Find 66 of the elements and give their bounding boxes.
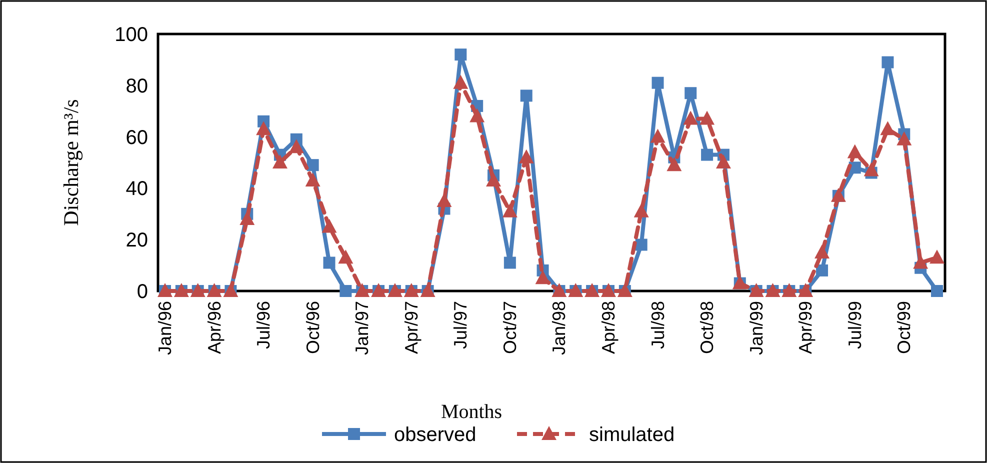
point (322, 218, 337, 233)
x-tick-label: Oct/98 (697, 301, 718, 354)
x-tick-label: Jul/96 (254, 301, 274, 350)
point (504, 256, 516, 269)
point (700, 110, 715, 125)
point (814, 244, 830, 258)
point (701, 148, 714, 161)
point (470, 108, 485, 122)
legend-label: observed (394, 424, 476, 446)
point (816, 264, 828, 276)
x-tick-label: Oct/97 (500, 301, 520, 354)
point (864, 162, 879, 176)
point (338, 250, 354, 264)
point (453, 74, 468, 89)
x-tick-label: Jul/97 (450, 301, 471, 350)
x-tick-label: Jan/99 (746, 301, 766, 356)
x-tick-label: Jan/98 (549, 301, 570, 356)
point (666, 157, 682, 172)
x-axis-title: Months (440, 401, 502, 423)
point (650, 128, 666, 143)
y-tick-label: 60 (126, 126, 148, 149)
point (930, 250, 944, 264)
x-tick-label: Jan/96 (155, 301, 175, 356)
x-tick-label: Apr/97 (401, 301, 422, 354)
point (502, 203, 518, 218)
point (896, 131, 912, 146)
x-tick-label: Oct/99 (894, 301, 914, 354)
point (634, 203, 649, 218)
x-tick-label: Apr/98 (598, 301, 618, 354)
point (913, 254, 928, 269)
x-tick-label: Jul/98 (648, 301, 668, 350)
point (306, 159, 319, 172)
point (436, 193, 452, 208)
point (535, 270, 550, 284)
y-tick-label: 100 (114, 24, 148, 46)
point (272, 154, 288, 168)
point (635, 238, 648, 251)
x-tick-label: Jan/97 (352, 301, 372, 356)
x-tick-label: Oct/96 (302, 301, 323, 354)
x-tick-label: Jul/99 (844, 301, 865, 350)
y-tick-label: 80 (126, 75, 148, 98)
point (323, 256, 336, 269)
point (518, 149, 534, 164)
legend-label: simulated (589, 424, 675, 446)
point (520, 90, 532, 102)
point (931, 285, 943, 297)
point (847, 144, 862, 158)
point (340, 285, 352, 297)
x-tick-label: Apr/99 (796, 301, 816, 354)
point (880, 121, 896, 136)
point (683, 110, 698, 125)
point (256, 121, 272, 136)
point (684, 87, 697, 100)
y-tick-label: 20 (126, 230, 148, 252)
y-tick-label: 40 (126, 178, 148, 200)
point (288, 139, 304, 154)
x-tick-label: Apr/96 (204, 301, 224, 354)
y-axis-title: Discharge m³/s (59, 99, 83, 226)
point (240, 211, 255, 226)
point (716, 154, 731, 168)
point (454, 48, 467, 61)
point (882, 56, 894, 68)
point (486, 172, 502, 186)
point (305, 172, 320, 186)
point (652, 76, 664, 89)
y-tick-label: 0 (136, 281, 148, 303)
